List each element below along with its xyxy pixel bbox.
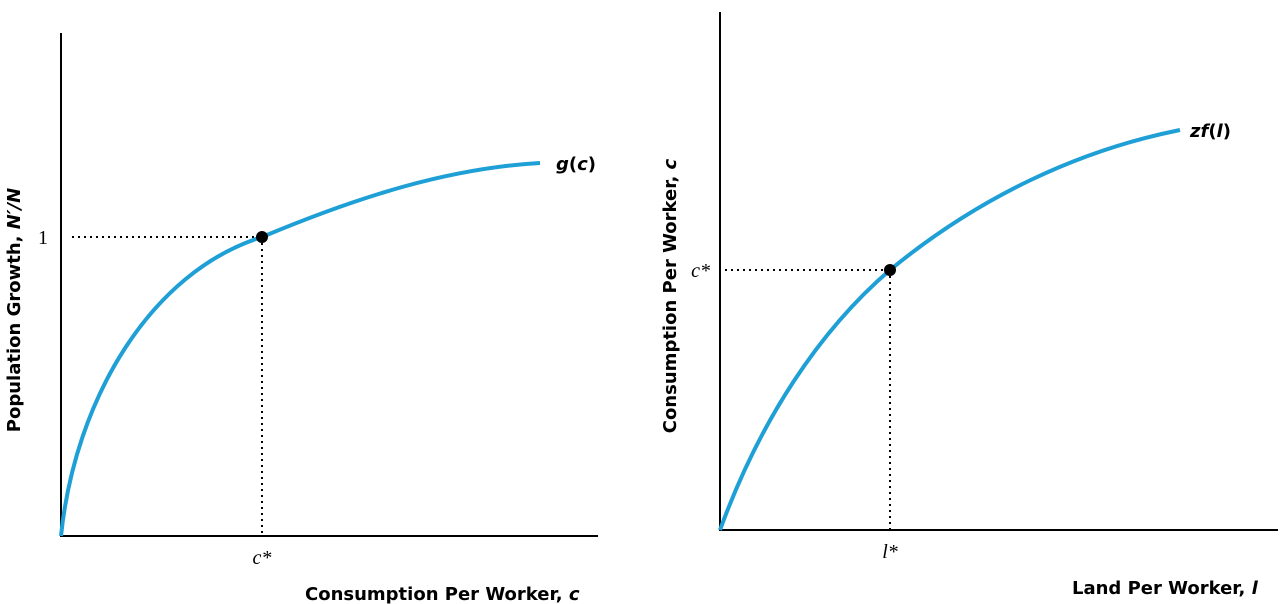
y-tick-label: 1 bbox=[38, 227, 48, 249]
curve-label: zf(l) bbox=[1189, 121, 1231, 142]
equilibrium-point bbox=[256, 231, 268, 243]
x-axis-label: Land Per Worker, l bbox=[1072, 578, 1259, 599]
curve bbox=[718, 128, 1181, 531]
y-axis-label: Population Growth, N′/N bbox=[4, 188, 25, 432]
equilibrium-point bbox=[884, 264, 896, 276]
x-axis-label: Consumption Per Worker, c bbox=[305, 584, 580, 604]
x-tick-label: l* bbox=[882, 541, 898, 563]
curve bbox=[59, 161, 541, 537]
x-tick-label: c* bbox=[253, 547, 272, 569]
y-axis-label: Consumption Per Worker, c bbox=[660, 158, 681, 433]
y-tick-label: c* bbox=[691, 260, 710, 282]
curve-label: g(c) bbox=[556, 154, 596, 175]
